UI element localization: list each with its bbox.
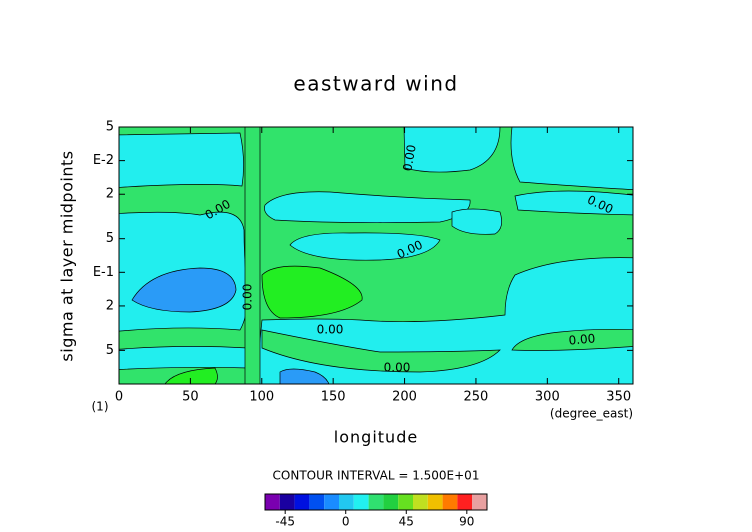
colorbar-segment (339, 494, 354, 510)
region (279, 368, 330, 384)
region (403, 127, 501, 173)
y-tick-label: 5 (106, 120, 114, 135)
contour-label: 0.00 (241, 284, 255, 311)
contour-field (119, 127, 633, 384)
contour-interval: CONTOUR INTERVAL = 1.500E+01 (273, 469, 480, 483)
x-tick-label: 50 (182, 390, 199, 405)
colorbar-segment (294, 494, 310, 510)
x-tick-label: 0 (115, 390, 123, 405)
colorbar-segment (279, 494, 295, 510)
y-tick-label: E-2 (93, 153, 114, 168)
y-tick-label: 2 (106, 298, 114, 313)
colorbar-segment (368, 494, 384, 510)
colorbar-segment (324, 494, 339, 510)
contour-label: 0.00 (568, 331, 596, 347)
x-tick-label: 300 (535, 390, 560, 405)
y-tick-label: 2 (106, 187, 114, 202)
region (289, 232, 441, 261)
y-tick-label: 5 (106, 231, 114, 246)
colorbar-segment (442, 494, 458, 510)
plot-frame (118, 126, 634, 385)
region (119, 132, 244, 188)
y-unit: (1) (92, 400, 109, 414)
colorbar-tick-label: 90 (459, 515, 474, 529)
y-tick-label: E-1 (93, 265, 114, 280)
x-tick-label: 100 (249, 390, 274, 405)
colorbar-segment (457, 494, 473, 510)
region (244, 127, 261, 384)
contour-label: 0.00 (400, 144, 418, 173)
colorbar-segment (353, 494, 369, 510)
colorbar-segment (398, 494, 413, 510)
region (119, 346, 250, 370)
x-tick-label: 350 (606, 390, 631, 405)
y-axis-label: sigma at layer midpoints (58, 150, 77, 361)
colorbar-frame (264, 493, 488, 511)
colorbar-segment (309, 494, 325, 510)
x-tick-label: 150 (321, 390, 346, 405)
region (261, 265, 363, 319)
y-tick-label: 5 (106, 343, 114, 358)
x-axis-label: longitude (334, 428, 418, 447)
colorbar-segment (472, 494, 487, 510)
region (510, 127, 633, 190)
colorbar-segment (413, 494, 428, 510)
contour-label: 0.00 (317, 323, 344, 337)
colorbar-tick-label: 45 (399, 515, 414, 529)
colorbar-segment (427, 494, 443, 510)
contour-label: 0.00 (384, 361, 411, 375)
x-tick-label: 200 (392, 390, 417, 405)
colorbar-segment (383, 494, 399, 510)
region (261, 329, 501, 373)
x-unit: (degree_east) (550, 407, 633, 421)
colorbar-tick-label: 0 (342, 515, 350, 529)
colorbar-tick-label: -45 (275, 515, 295, 529)
x-tick-label: 250 (464, 390, 489, 405)
region (131, 267, 237, 313)
colorbar-segment (265, 494, 280, 510)
region (164, 367, 218, 384)
region (514, 190, 633, 216)
chart-title: eastward wind (293, 72, 458, 96)
region (451, 208, 502, 235)
